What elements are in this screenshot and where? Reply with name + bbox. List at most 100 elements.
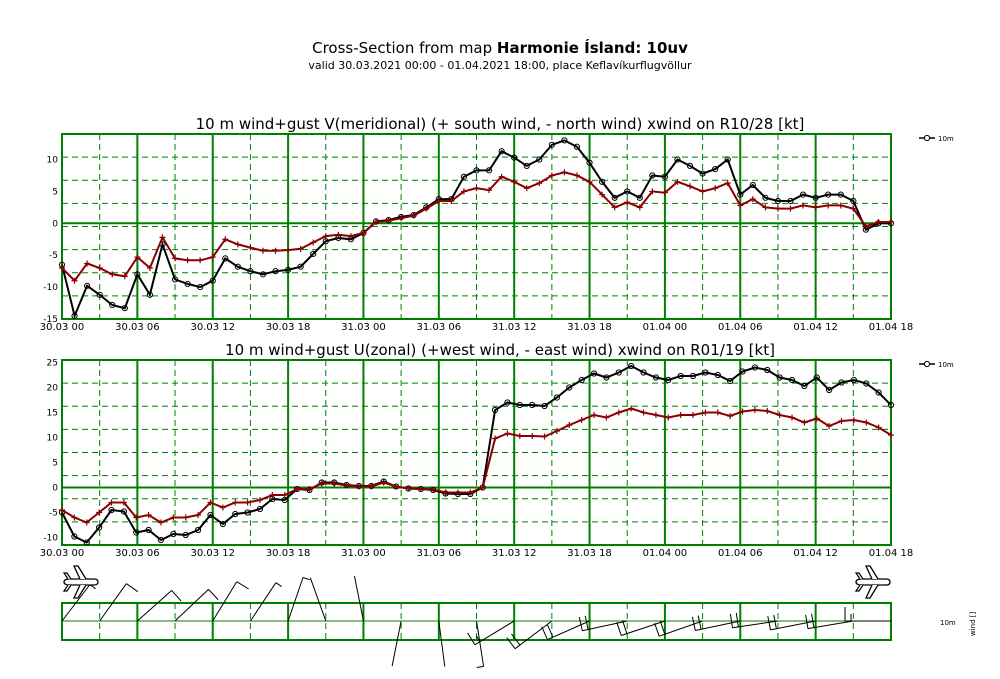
wind-data-point: [801, 382, 808, 390]
gust-data-point: [561, 169, 568, 176]
gust-data-point: [134, 254, 141, 261]
plot-frame: [61, 133, 892, 320]
wind-data-point: [573, 143, 581, 150]
wind-data-point: [640, 369, 647, 376]
wind-data-point: [561, 137, 568, 144]
gust-data-point: [504, 430, 511, 437]
gust-data-point: [442, 489, 449, 496]
y-tick-label: 20: [47, 384, 59, 394]
x-tick-label: 30.03 18: [266, 548, 311, 559]
plane-body: [63, 578, 99, 586]
wind-data-point: [232, 510, 239, 518]
wind-data-point: [491, 406, 499, 414]
gust-data-point: [355, 483, 362, 490]
wind-data-point: [209, 277, 216, 284]
wind-data-point: [764, 366, 771, 374]
wind-data-point: [674, 156, 681, 163]
airplane-icon: [854, 565, 891, 599]
gust-data-point: [712, 185, 719, 192]
wind-data-point: [134, 271, 141, 278]
gust-data-point: [702, 409, 709, 416]
gust-data-point: [578, 417, 585, 423]
y-tick-label: 15: [47, 409, 58, 419]
gust-data-point: [219, 504, 226, 511]
wind-data-point: [120, 508, 127, 515]
gust-data-point: [652, 412, 659, 418]
plane-body: [855, 578, 891, 586]
wind-data-point: [799, 191, 807, 198]
wind-barb: [309, 577, 327, 622]
gust-data-point: [195, 512, 202, 518]
x-tick-label: 01.04 00: [643, 548, 688, 559]
zonal-chart-title: 10 m wind+gust U(zonal) (+west wind, - e…: [225, 341, 775, 359]
x-tick-label: 30.03 12: [190, 548, 235, 559]
gust-data-point: [84, 260, 91, 267]
gust-data-point: [145, 512, 152, 518]
wind-barb: [476, 620, 485, 668]
gust-data-point: [59, 264, 65, 271]
gust-data-point: [687, 183, 694, 190]
wind-data-point: [825, 191, 832, 198]
gust-data-point: [322, 233, 329, 240]
wind-data-point: [762, 194, 769, 201]
wind-data-point: [727, 377, 734, 385]
wind-data-point: [96, 291, 103, 298]
legend-label: 10m: [938, 361, 954, 369]
figure-subtitle: valid 30.03.2021 00:00 - 01.04.2021 18:0…: [308, 59, 692, 72]
wind-data-point: [677, 372, 684, 380]
gust-data-point: [96, 509, 103, 516]
gust-data-point: [232, 499, 239, 506]
gust-data-point: [244, 499, 251, 506]
y-tick-label: 10: [47, 434, 59, 444]
gust-data-point: [611, 204, 618, 211]
x-tick-label: 30.03 06: [115, 548, 160, 559]
gust-data-point: [511, 178, 518, 185]
gust-data-point: [486, 187, 493, 194]
gust-data-point: [553, 428, 560, 434]
gust-data-point: [727, 413, 734, 419]
gust-data-point: [749, 196, 756, 203]
wind-data-point: [813, 374, 820, 381]
x-tick-label: 31.03 06: [417, 548, 462, 559]
gust-data-point: [380, 479, 387, 486]
gust-data-point: [573, 172, 580, 179]
wind-barb: [616, 620, 666, 636]
airplane-icon: [62, 565, 99, 599]
y-tick-label: 0: [52, 219, 58, 229]
wind-data-point: [628, 362, 635, 370]
wind-data-point: [195, 526, 202, 534]
gust-data-point: [548, 172, 555, 179]
x-tick-label: 31.03 00: [341, 322, 386, 333]
gust-data-point: [529, 433, 536, 439]
wind-data-point: [121, 305, 128, 312]
gust-data-point: [699, 188, 706, 195]
x-tick-label: 01.04 18: [869, 548, 914, 559]
gust-data-point: [146, 264, 153, 271]
wind-strip-axis-label: wind []: [969, 611, 977, 636]
wind-barb: [99, 583, 139, 622]
wind-data-point: [219, 520, 226, 528]
wind-data-point: [548, 141, 555, 148]
wind-data-point: [611, 194, 618, 201]
y-tick-label: 5: [52, 187, 58, 197]
gust-data-point: [479, 484, 486, 491]
plane-wings: [72, 565, 87, 599]
gust-data-point: [628, 405, 635, 412]
wind-barb: [578, 615, 628, 632]
gust-data-point: [492, 435, 499, 442]
gust-data-point: [624, 199, 631, 206]
wind-data-point: [96, 524, 103, 531]
wind-barbs-strip: 10m wind []: [61, 565, 977, 668]
wind-data-point: [170, 530, 177, 538]
wind-data-point: [541, 402, 548, 410]
gust-data-point: [838, 418, 845, 424]
gust-data-point: [184, 257, 191, 264]
gust-data-point: [109, 271, 116, 278]
gust-data-point: [850, 417, 857, 423]
gust-data-point: [121, 273, 128, 280]
x-tick-label: 01.04 12: [793, 548, 838, 559]
gust-data-point: [888, 219, 894, 226]
gust-data-point: [467, 489, 474, 496]
gust-data-point: [172, 255, 179, 262]
gust-data-point: [96, 264, 103, 271]
